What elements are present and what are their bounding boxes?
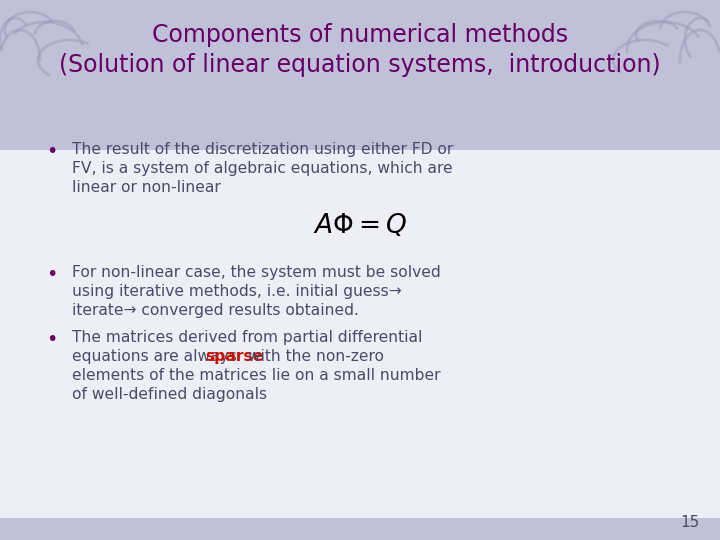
Text: iterate→ converged results obtained.: iterate→ converged results obtained. — [72, 303, 359, 318]
Bar — [0, 0, 720, 150]
Text: using iterative methods, i.e. initial guess→: using iterative methods, i.e. initial gu… — [72, 284, 402, 299]
Text: •: • — [46, 330, 58, 349]
Text: equations are always: equations are always — [72, 349, 242, 364]
Text: with the non-zero: with the non-zero — [243, 349, 384, 364]
Text: of well-defined diagonals: of well-defined diagonals — [72, 387, 267, 402]
Text: •: • — [46, 142, 58, 161]
Text: FV, is a system of algebraic equations, which are: FV, is a system of algebraic equations, … — [72, 161, 453, 176]
Text: elements of the matrices lie on a small number: elements of the matrices lie on a small … — [72, 368, 441, 383]
Text: 15: 15 — [680, 515, 700, 530]
Text: For non-linear case, the system must be solved: For non-linear case, the system must be … — [72, 265, 441, 280]
Text: The result of the discretization using either FD or: The result of the discretization using e… — [72, 142, 454, 157]
Text: $A\Phi = Q$: $A\Phi = Q$ — [313, 212, 407, 239]
Text: Components of numerical methods: Components of numerical methods — [152, 23, 568, 47]
Text: (Solution of linear equation systems,  introduction): (Solution of linear equation systems, in… — [59, 53, 661, 77]
Text: •: • — [46, 265, 58, 284]
Text: The matrices derived from partial differential: The matrices derived from partial differ… — [72, 330, 423, 345]
Bar — [0, 518, 720, 540]
Text: linear or non-linear: linear or non-linear — [72, 180, 221, 195]
Text: sparse: sparse — [205, 349, 264, 364]
